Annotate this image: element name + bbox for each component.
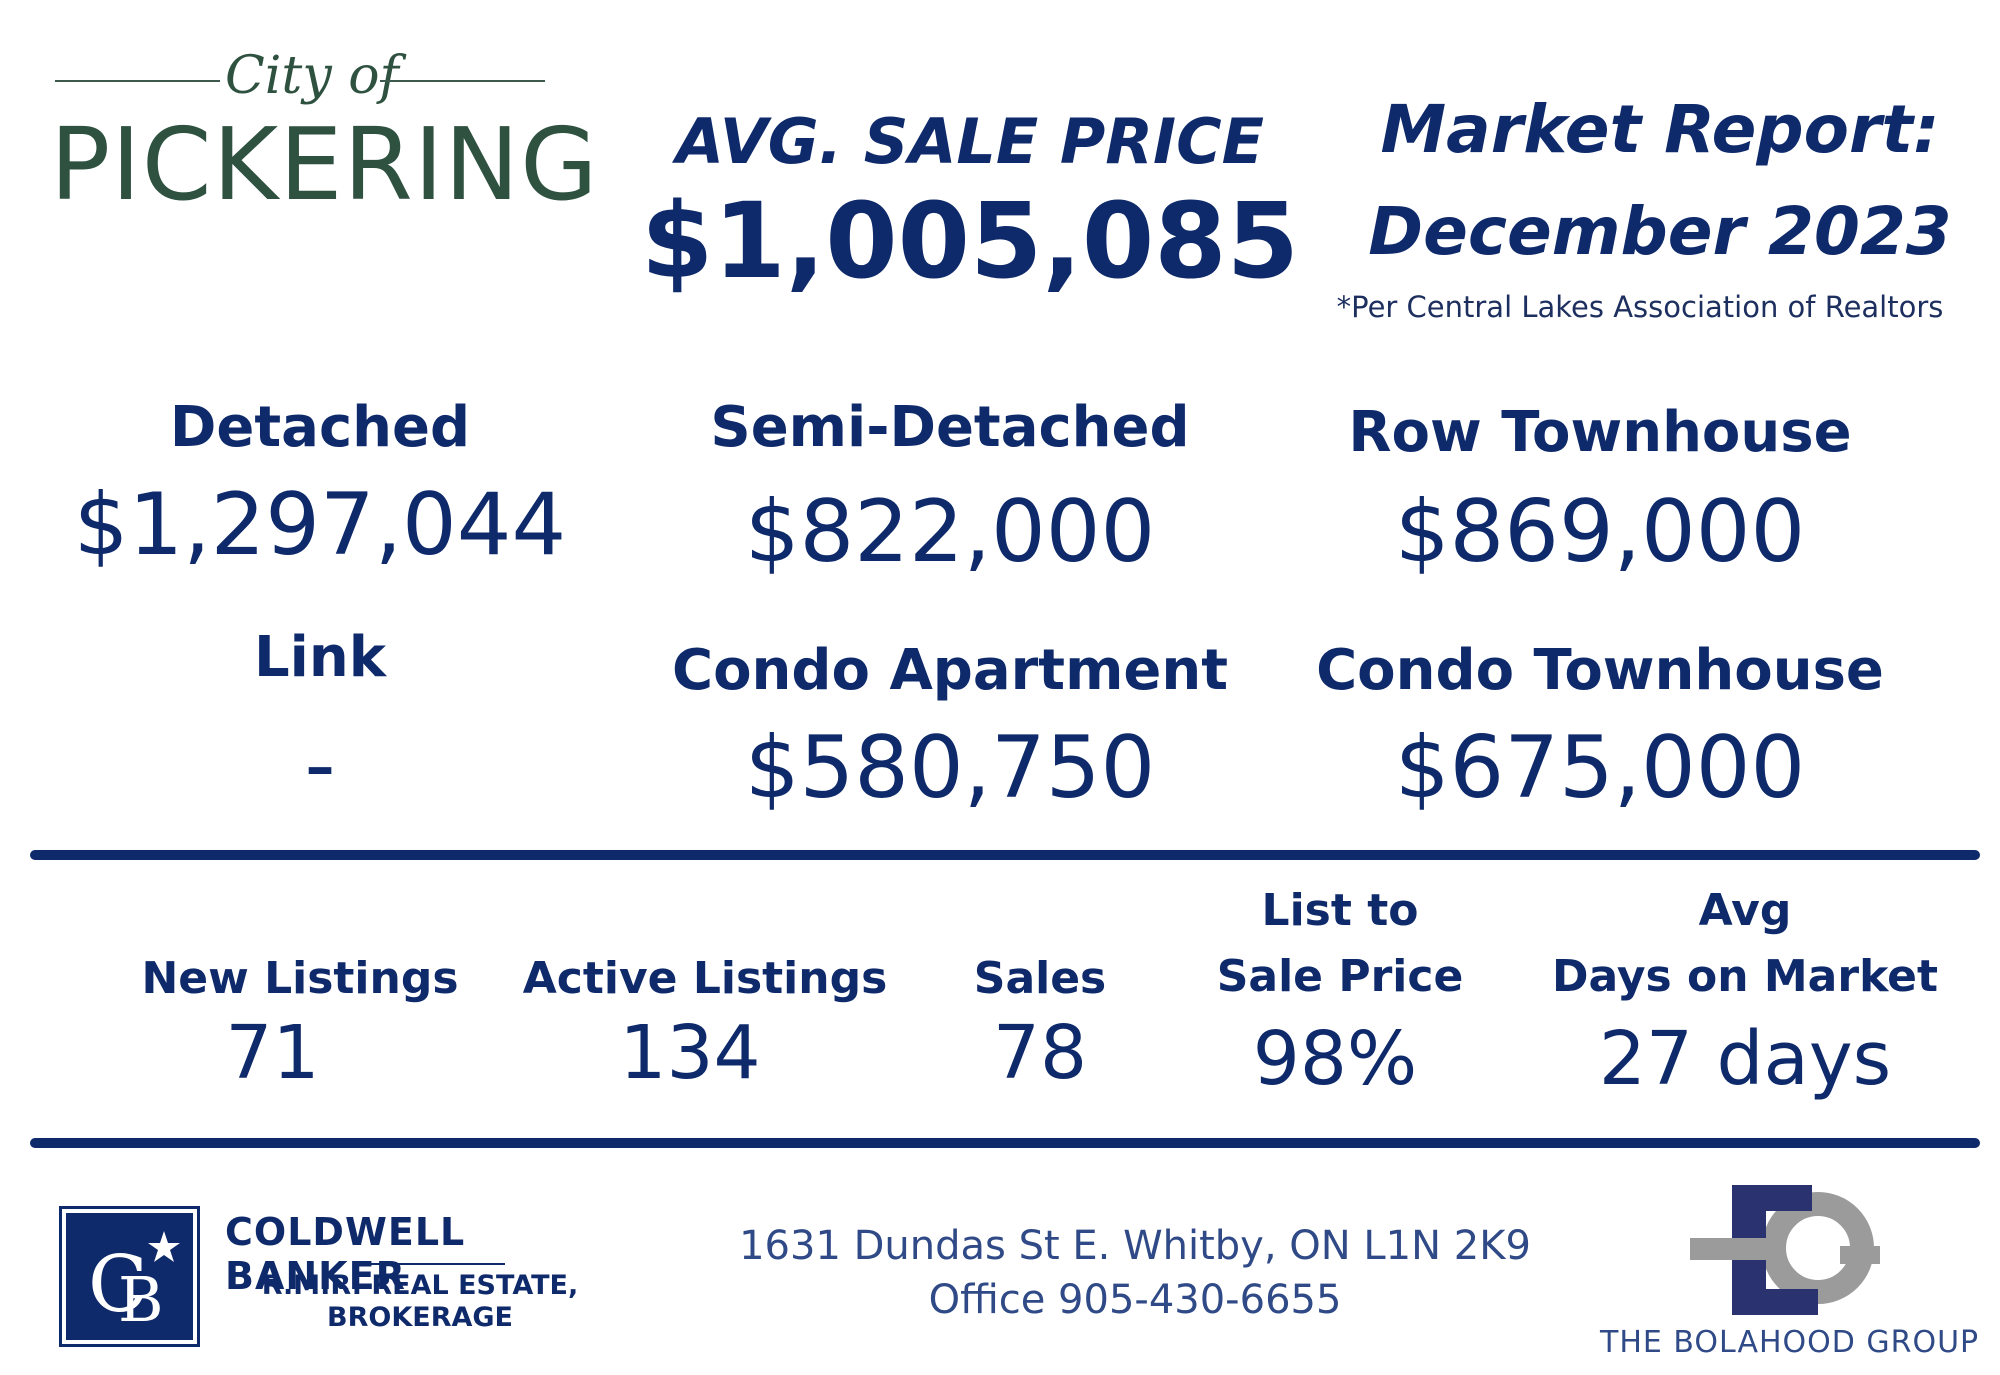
stat-label-sale-price: Sale Price — [1216, 951, 1464, 1002]
stat-value-sales: 78 — [992, 1010, 1088, 1096]
divider-top — [30, 850, 1980, 860]
type-label-condo-apartment: Condo Apartment — [671, 638, 1229, 703]
report-title-line2: December 2023 — [1368, 193, 1952, 270]
bolahood-group-name: THE BOLAHOOD GROUP — [1600, 1325, 1980, 1360]
stat-label-days-on-market: Days on Market — [1551, 951, 1939, 1002]
type-label-condo-townhouse: Condo Townhouse — [1316, 638, 1884, 703]
stat-label-avg-line1: Avg — [1698, 885, 1792, 936]
stat-label-list-to-line1: List to — [1261, 885, 1419, 936]
stat-label-sales: Sales — [973, 953, 1107, 1004]
office-address: 1631 Dundas St E. Whitby, ON L1N 2K9 — [739, 1223, 1531, 1269]
logo-rule-left — [55, 80, 220, 82]
type-label-row-townhouse: Row Townhouse — [1348, 400, 1852, 465]
office-phone: Office 905-430-6655 — [928, 1277, 1342, 1323]
bolahood-group-logo — [1690, 1180, 1910, 1320]
pickering-logo: City of PICKERING — [50, 40, 598, 215]
stat-value-days-on-market: 27 days — [1598, 1016, 1892, 1102]
brokerage-name: COLDWELL BANKER — [225, 1210, 466, 1298]
stat-value-new-listings: 71 — [225, 1010, 320, 1096]
type-value-row-townhouse: $869,000 — [1394, 482, 1806, 582]
divider-bottom — [30, 1138, 1980, 1148]
stat-label-active-listings: Active Listings — [522, 953, 888, 1004]
type-value-condo-apartment: $580,750 — [744, 718, 1156, 818]
type-label-semi-detached: Semi-Detached — [710, 395, 1190, 460]
avg-sale-price-title: AVG. SALE PRICE — [676, 105, 1264, 178]
type-value-link: - — [304, 715, 336, 815]
brokerage-rule — [365, 1263, 505, 1265]
brokerage-line2: BROKERAGE — [327, 1302, 513, 1333]
stat-label-new-listings: New Listings — [141, 953, 459, 1004]
type-value-condo-townhouse: $675,000 — [1394, 718, 1806, 818]
coldwell-banker-logo: C B — [59, 1206, 200, 1347]
svg-text:C: C — [88, 1240, 148, 1330]
stat-value-list-to-sale: 98% — [1252, 1016, 1418, 1102]
stat-value-active-listings: 134 — [619, 1010, 761, 1096]
type-label-detached: Detached — [169, 395, 471, 460]
svg-text:B: B — [118, 1263, 164, 1336]
brokerage-line1: R.M.R. REAL ESTATE, — [261, 1270, 579, 1301]
type-value-detached: $1,297,044 — [73, 475, 567, 575]
type-label-link: Link — [254, 625, 386, 690]
type-value-semi-detached: $822,000 — [744, 482, 1156, 582]
bg-monogram-icon — [1690, 1185, 1880, 1315]
logo-rule-right — [380, 80, 545, 82]
source-note: *Per Central Lakes Association of Realto… — [1336, 290, 1944, 324]
report-title-line1: Market Report: — [1380, 91, 1940, 168]
logo-city-of: City of — [225, 46, 399, 106]
logo-pickering: PICKERING — [50, 106, 599, 223]
avg-sale-price-value: $1,005,085 — [641, 180, 1299, 302]
cb-monogram-icon: C B — [88, 1231, 180, 1336]
